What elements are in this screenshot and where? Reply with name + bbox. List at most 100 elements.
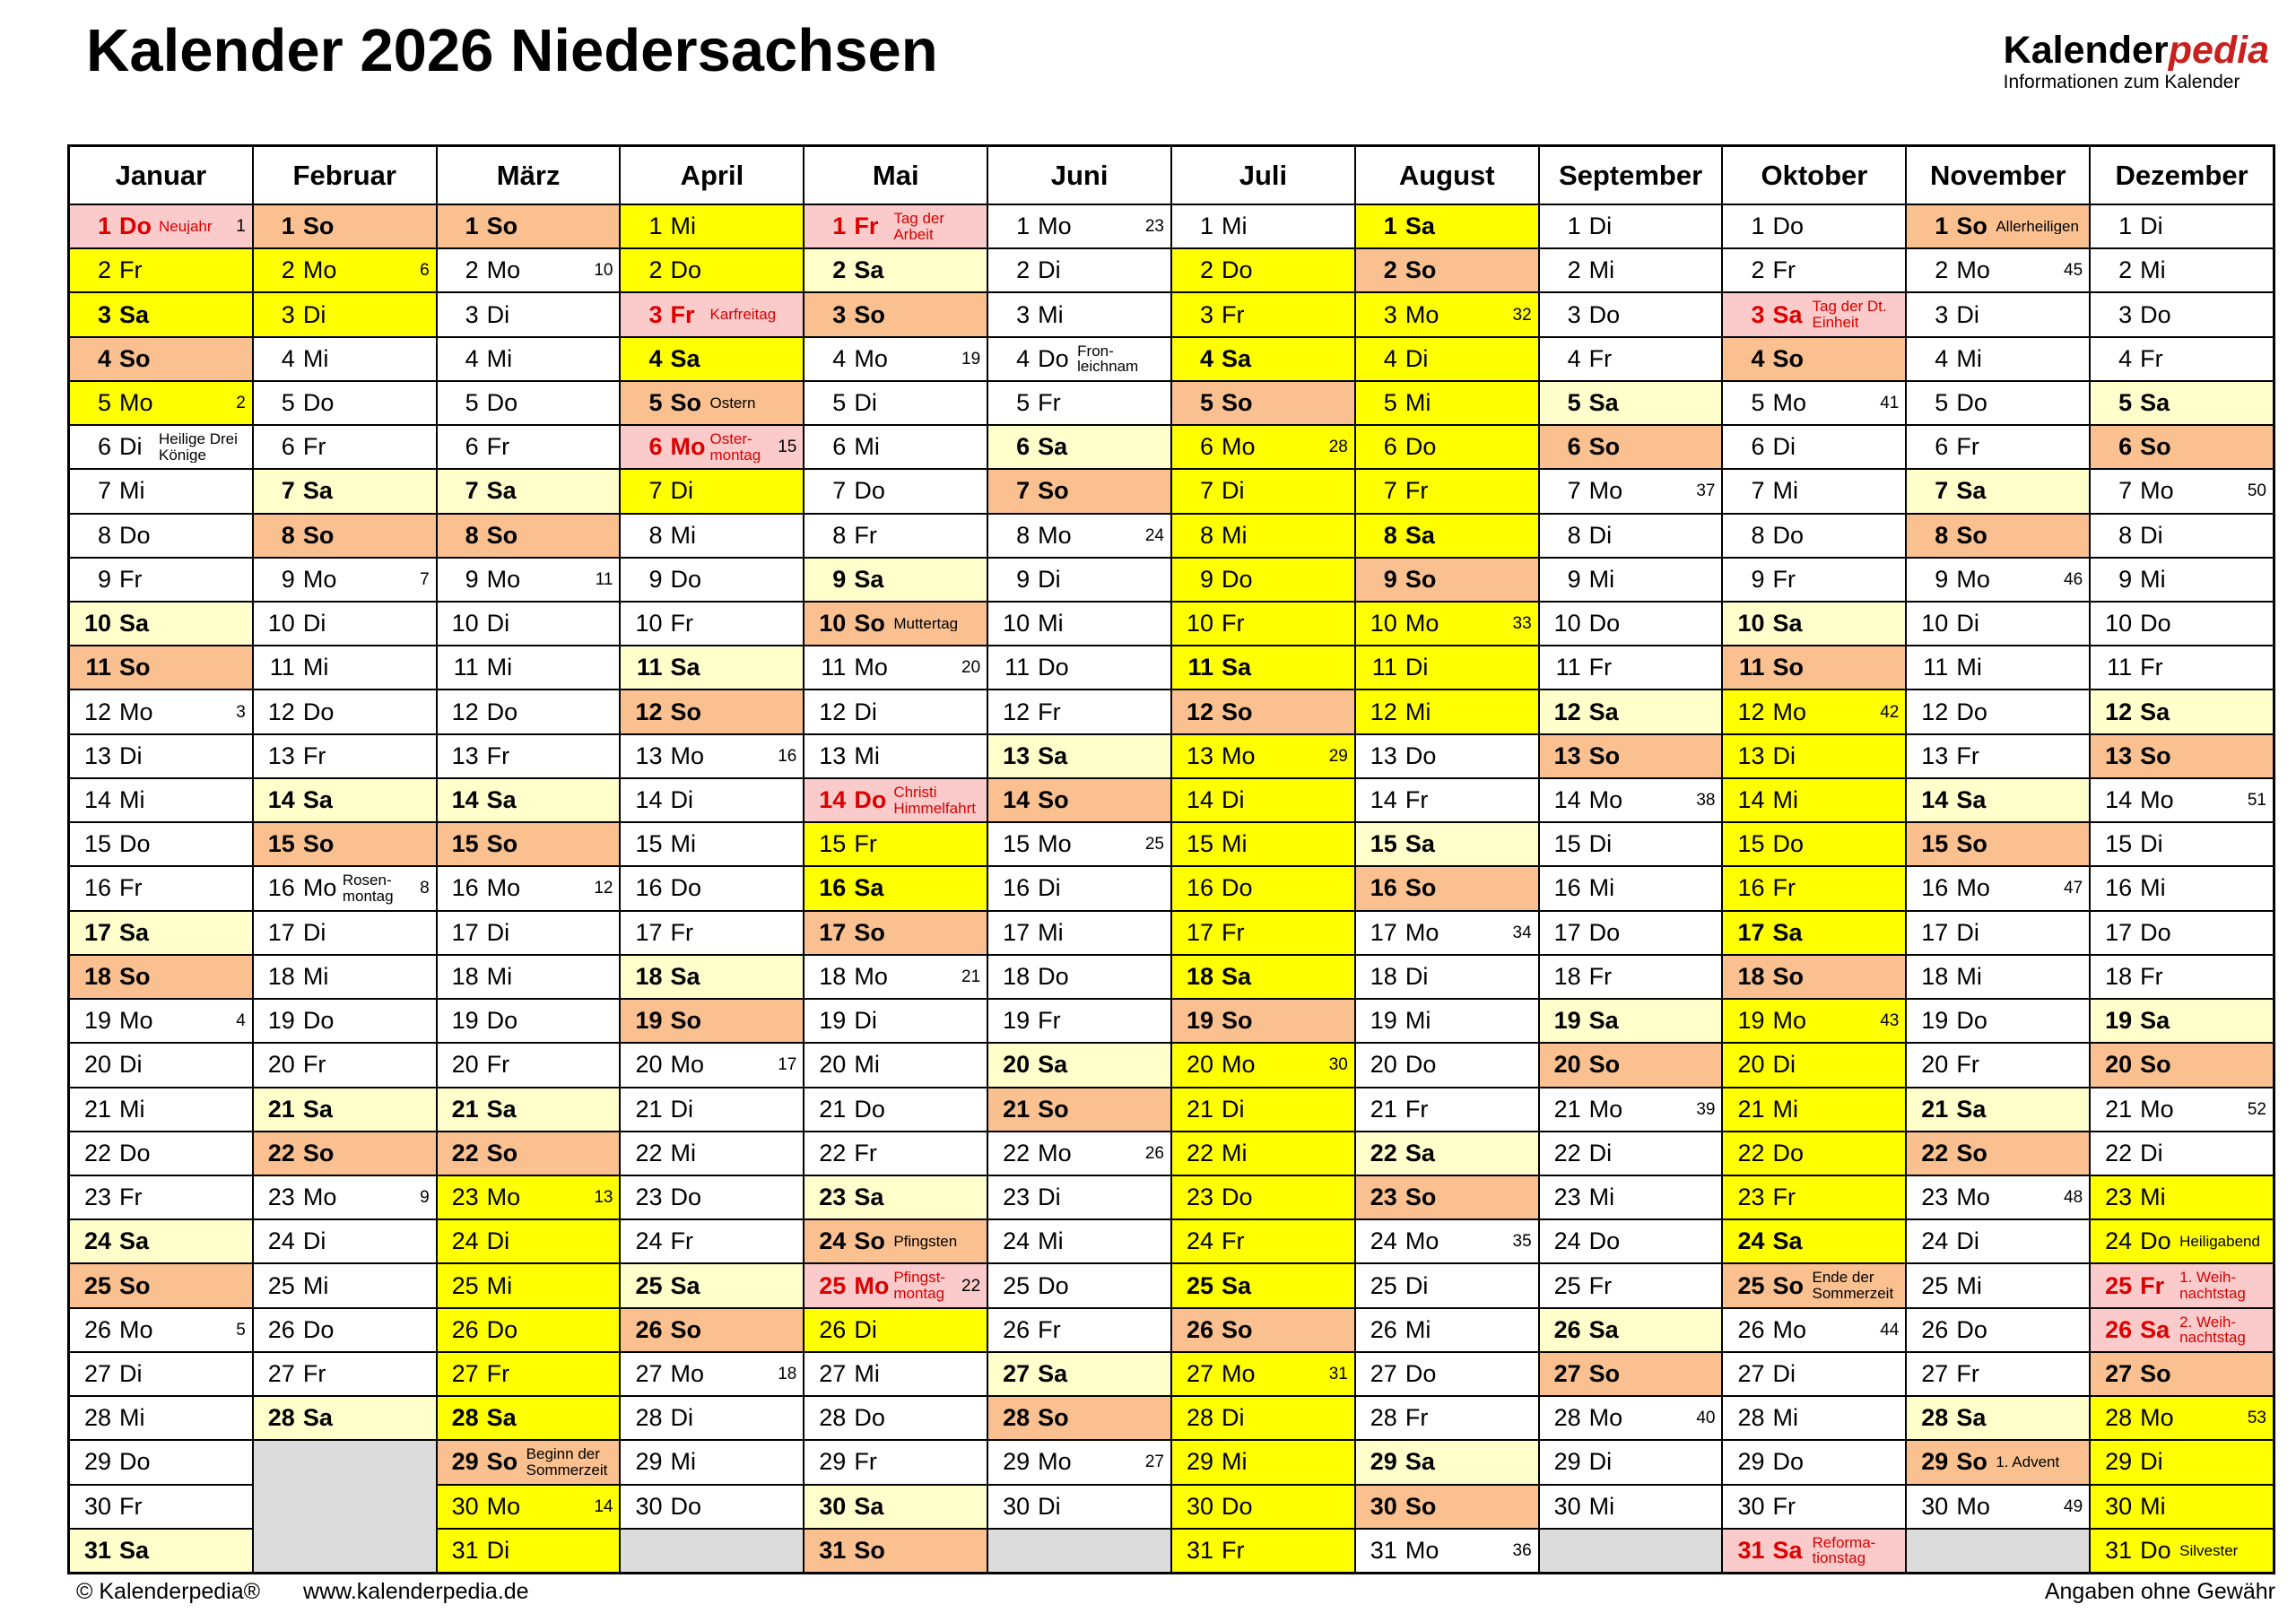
day-number: 30 xyxy=(83,1492,111,1520)
weekday-abbr: Mo xyxy=(1956,874,1990,902)
weekday-abbr: Di xyxy=(670,786,693,814)
week-number: 26 xyxy=(1144,1143,1164,1163)
weekday-abbr: So xyxy=(486,521,518,549)
day-cell: 30 Sa xyxy=(804,1485,987,1528)
day-cell: 9 Fr xyxy=(70,558,252,602)
day-cell: 3 Di xyxy=(437,293,620,336)
weekday-abbr: Di xyxy=(486,300,510,328)
day-cell: 10 Do xyxy=(2091,603,2273,646)
day-number: 11 xyxy=(1004,654,1031,681)
weekday-abbr: Do xyxy=(1405,1359,1437,1387)
week-number: 45 xyxy=(2064,261,2083,281)
day-number: 19 xyxy=(1003,1007,1031,1035)
day-cell: 10 Sa xyxy=(70,603,252,646)
day-cell: 30 Di xyxy=(988,1485,1170,1528)
day-number: 10 xyxy=(635,610,663,637)
day-number: 18 xyxy=(267,962,295,990)
holiday-note: Beginn der Sommerzeit xyxy=(526,1446,608,1479)
day-cell: 12 Sa xyxy=(2091,690,2273,733)
weekday-abbr: Do xyxy=(2140,300,2171,328)
holiday-note: Oster- montag xyxy=(709,431,761,464)
month-header: Juli xyxy=(1171,147,1354,204)
kalenderpedia-logo: Kalenderpedia Informationen zum Kalender xyxy=(2004,30,2269,93)
day-number: 31 xyxy=(819,1536,847,1564)
day-cell: 31 Do Silvester xyxy=(2091,1529,2273,1572)
weekday-abbr: Sa xyxy=(1221,962,1252,990)
weekday-abbr: So xyxy=(1221,1007,1253,1035)
weekday-abbr: Di xyxy=(2140,1448,2163,1476)
weekday-abbr: So xyxy=(1405,565,1437,593)
day-cell: 10 Mo 33 xyxy=(1355,603,1538,646)
logo-text-black: Kalender xyxy=(2003,29,2169,72)
day-number: 14 xyxy=(1921,786,1949,814)
weekday-abbr: Do xyxy=(1221,565,1253,593)
day-cell: 17 Fr xyxy=(1171,911,1354,954)
weekday-abbr: Mo xyxy=(1405,918,1439,946)
day-number: 7 xyxy=(832,477,847,505)
weekday-abbr: Do xyxy=(2140,1536,2171,1564)
day-number: 10 xyxy=(819,610,847,637)
day-number: 19 xyxy=(451,1007,479,1035)
day-number: 12 xyxy=(2105,698,2133,725)
day-cell: 6 Fr xyxy=(253,426,436,469)
day-cell: 21 Do xyxy=(804,1088,987,1131)
week-number: 37 xyxy=(1696,481,1716,501)
day-cell: 13 Fr xyxy=(437,734,620,777)
day-number: 4 xyxy=(648,344,663,372)
weekday-abbr: Fr xyxy=(854,1139,877,1166)
day-number: 13 xyxy=(267,741,295,769)
weekday-abbr: So xyxy=(670,698,701,725)
weekday-abbr: Sa xyxy=(1221,654,1252,681)
day-cell: 19 Mo 43 xyxy=(1723,1000,1906,1043)
day-number: 27 xyxy=(1003,1359,1031,1387)
week-number: 24 xyxy=(1144,525,1164,545)
weekday-abbr: Di xyxy=(1956,610,1979,637)
weekday-abbr: So xyxy=(1038,1404,1069,1432)
weekday-abbr: Do xyxy=(854,786,887,814)
day-cell: 10 Do xyxy=(1539,603,1722,646)
weekday-abbr: Di xyxy=(2140,212,2163,240)
weekday-abbr: Mo xyxy=(2140,477,2174,505)
weekday-abbr: Di xyxy=(2140,830,2163,858)
weekday-abbr: Do xyxy=(1772,521,1804,549)
day-number: 9 xyxy=(1935,565,1949,593)
day-cell: 28 Mi xyxy=(1723,1397,1906,1440)
weekday-abbr: Fr xyxy=(119,1184,143,1211)
day-cell: 5 Do xyxy=(253,381,436,425)
day-number: 3 xyxy=(1016,300,1031,328)
day-number: 13 xyxy=(1003,741,1031,769)
day-cell: 5 Fr xyxy=(988,381,1170,425)
day-number: 2 xyxy=(97,256,111,284)
day-cell: 11 So xyxy=(1723,646,1906,689)
weekday-abbr: Fr xyxy=(670,918,693,946)
day-cell: 14 Sa xyxy=(1907,778,2090,822)
day-number: 5 xyxy=(648,389,663,416)
day-cell: 8 Fr xyxy=(804,514,987,557)
day-number: 1 xyxy=(1751,212,1765,240)
day-cell: 2 Mi xyxy=(1539,249,1722,292)
weekday-abbr: Di xyxy=(1772,433,1796,461)
weekday-abbr: Mo xyxy=(486,1492,521,1520)
weekday-abbr: Sa xyxy=(1405,1448,1435,1476)
day-cell: 20 Di xyxy=(70,1044,252,1087)
week-number: 34 xyxy=(1512,923,1532,942)
day-cell: 9 Do xyxy=(621,558,804,602)
weekday-abbr: So xyxy=(1772,1271,1804,1299)
day-number: 4 xyxy=(1935,344,1949,372)
day-cell: 14 Mi xyxy=(70,778,252,822)
weekday-abbr: Di xyxy=(1588,212,1613,240)
day-number: 27 xyxy=(1553,1359,1581,1387)
weekday-abbr: Di xyxy=(1405,344,1429,372)
day-cell: 11 Fr xyxy=(1539,646,1722,689)
day-number: 30 xyxy=(1737,1492,1765,1520)
day-number: 11 xyxy=(1555,654,1581,681)
weekday-abbr: So xyxy=(1772,654,1804,681)
day-cell: 1 Do Neujahr 1 xyxy=(70,205,252,248)
day-number: 31 xyxy=(451,1536,479,1564)
day-cell: 3 Sa xyxy=(70,293,252,336)
day-number: 13 xyxy=(635,741,663,769)
weekday-abbr: Sa xyxy=(2140,698,2170,725)
weekday-abbr: Sa xyxy=(1221,1271,1252,1299)
weekday-abbr: Sa xyxy=(1956,1095,1987,1123)
day-number: 27 xyxy=(1921,1359,1949,1387)
